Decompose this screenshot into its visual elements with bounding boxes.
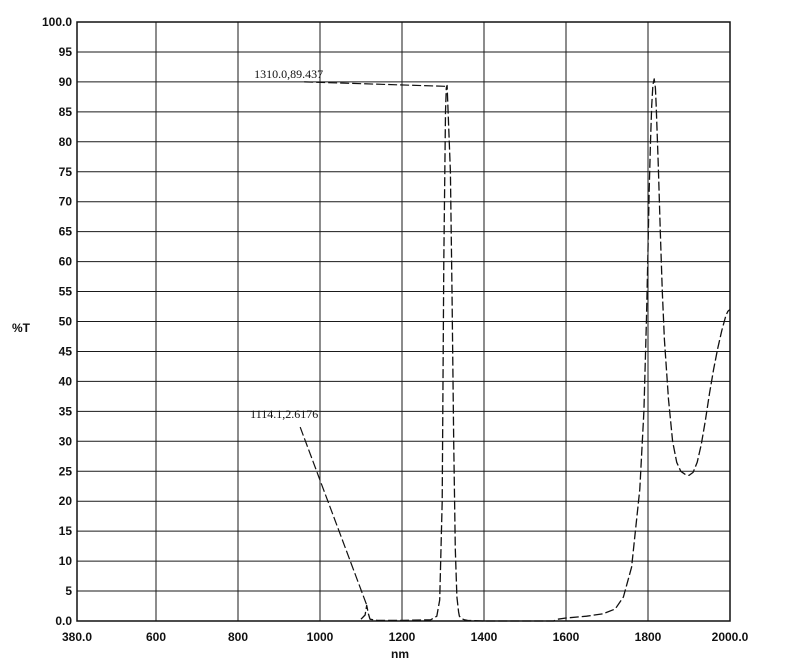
y-tick-label: 5 [65, 584, 72, 598]
y-tick-label: 100.0 [42, 15, 72, 29]
y-tick-label: 35 [59, 404, 73, 418]
annotation-label: 1310.0,89.437 [254, 67, 323, 81]
y-tick-label: 75 [59, 165, 73, 179]
x-tick-label: 380.0 [62, 630, 92, 644]
annotation-layer: 1310.0,89.437 1114.1,2.6176 [250, 67, 446, 606]
x-axis-label: nm [391, 647, 409, 661]
y-tick-label: 40 [59, 374, 73, 388]
x-tick-labels: 380.0 600 800 1000 1200 1400 1600 1800 2000.0 [62, 630, 749, 644]
series-layer [360, 78, 731, 622]
y-tick-label: 20 [59, 494, 73, 508]
x-tick-label: 2000.0 [712, 630, 749, 644]
grid-layer [76, 21, 731, 622]
y-tick-label: 95 [59, 45, 73, 59]
series-line [360, 78, 731, 622]
x-tick-label: 1000 [307, 630, 334, 644]
y-tick-label: 25 [59, 464, 73, 478]
y-tick-label: 55 [59, 285, 73, 299]
x-tick-label: 1600 [553, 630, 580, 644]
y-tick-label: 50 [59, 315, 73, 329]
annotation-leader [304, 81, 446, 87]
y-tick-label: 45 [59, 344, 73, 358]
x-tick-label: 1200 [389, 630, 416, 644]
y-tick-label: 80 [59, 135, 73, 149]
x-tick-label: 800 [228, 630, 248, 644]
y-tick-labels: 0.0 5 10 15 20 25 30 35 40 45 50 55 60 65 70 75 80 85 90 95… [42, 15, 72, 628]
annotation-leader [299, 426, 368, 606]
annotation-label: 1114.1,2.6176 [250, 407, 318, 421]
y-tick-label: 65 [59, 225, 73, 239]
x-tick-label: 600 [146, 630, 166, 644]
y-tick-label: 90 [59, 75, 73, 89]
y-tick-label: 10 [59, 554, 73, 568]
y-tick-label: 60 [59, 255, 73, 269]
y-tick-label: 85 [59, 105, 73, 119]
y-tick-label: 0.0 [55, 614, 72, 628]
y-tick-label: 15 [59, 524, 73, 538]
x-tick-label: 1400 [471, 630, 498, 644]
y-tick-label: 30 [59, 434, 73, 448]
y-tick-label: 70 [59, 195, 73, 209]
y-axis-label: %T [12, 321, 31, 335]
x-tick-label: 1800 [635, 630, 662, 644]
